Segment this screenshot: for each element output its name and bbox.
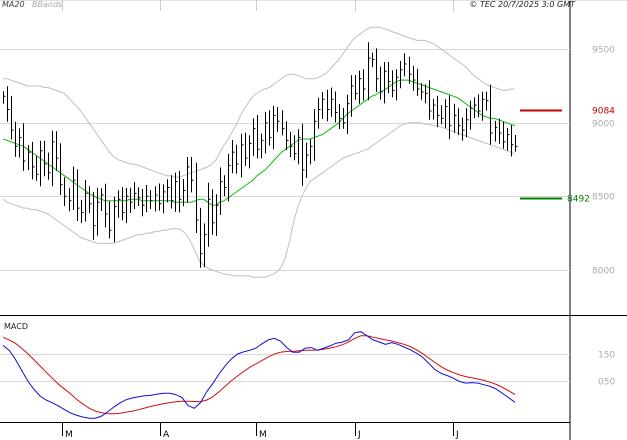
x-axis-label: M <box>65 430 73 440</box>
resistance-label: 9084 <box>592 107 615 117</box>
legend-ma20: MA20 <box>2 0 25 9</box>
macd-axis-tick: 150 <box>598 351 615 361</box>
price-axis-tick: 8500 <box>592 193 615 203</box>
x-axis-label: J <box>357 430 361 440</box>
price-axis-tick: 8000 <box>592 267 615 277</box>
price-axis-tick: 9000 <box>592 120 615 130</box>
price-bars <box>3 42 518 268</box>
legend-bbands: BBands <box>32 0 63 9</box>
x-axis-label: A <box>163 430 170 440</box>
x-axis-label: J <box>455 430 459 440</box>
macd-axis-tick: 050 <box>598 378 615 388</box>
support-label: 8492 <box>567 195 590 205</box>
macd-panel-title: MACD <box>4 322 28 331</box>
copyright-label: © TEC 20/7/2025 3:0 GMT <box>469 0 575 9</box>
price-axis-tick: 9500 <box>592 46 615 56</box>
bbands-upper-line <box>3 26 515 178</box>
macd-line <box>2 331 516 419</box>
x-axis-label: M <box>259 430 267 440</box>
bbands-lower-line <box>2 122 516 278</box>
macd-signal-line <box>2 335 516 415</box>
